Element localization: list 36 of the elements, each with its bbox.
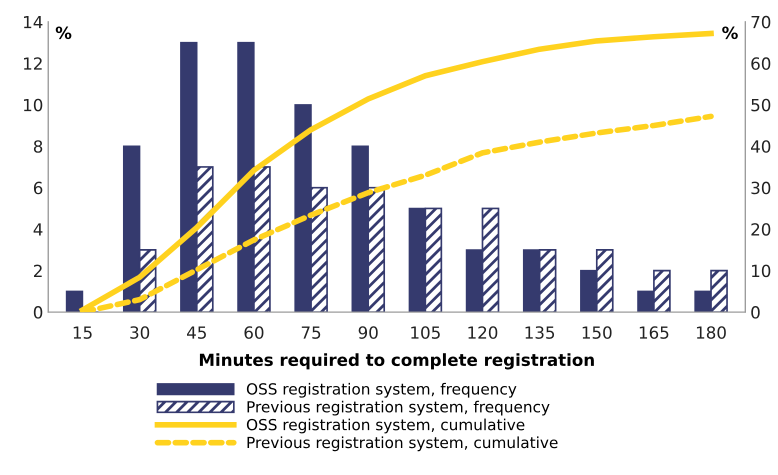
x-tick-label: 75 [302, 326, 320, 339]
y2-tick-label: 70 [752, 16, 770, 28]
y2-tick-label: 20 [751, 223, 770, 236]
y2-tick-label: 0 [751, 306, 760, 319]
y-tick-label: 10 [24, 98, 42, 112]
x-tick-label: 180 [696, 326, 726, 339]
x-tick-label: 15 [74, 326, 92, 339]
y2-tick-label: 50 [751, 98, 770, 112]
y-tick-label: 2 [34, 264, 42, 277]
y2-tick-label: 60 [751, 57, 770, 70]
y-tick-label: 0 [34, 306, 42, 319]
y-tick-label: 6 [34, 182, 42, 194]
y2-tick-label: 40 [751, 140, 770, 153]
legend-label: Previous registration system, cumulative [248, 436, 558, 452]
y-axis-title: % [56, 26, 72, 40]
x-axis-title: Minutes required to complete registration [200, 353, 594, 370]
y2-tick-label: 30 [751, 182, 770, 194]
y2-tick-label: 10 [752, 264, 770, 278]
x-tick-label: 120 [468, 326, 498, 339]
y2-axis-title: % [722, 26, 738, 40]
x-tick-label: 45 [187, 326, 206, 339]
legend-label: OSS registration system, frequency [246, 382, 516, 398]
y-tick-label: 8 [34, 140, 42, 153]
y-tick-label: 12 [24, 57, 42, 70]
legend-label: Previous registration system, frequency [248, 400, 550, 416]
x-tick-label: 105 [411, 326, 440, 339]
x-tick-label: 165 [640, 326, 668, 339]
y-tick-label: 4 [34, 223, 42, 236]
x-tick-label: 30 [130, 326, 150, 339]
bar [66, 290, 84, 312]
y-tick-label: 14 [24, 16, 42, 28]
x-tick-label: 135 [526, 326, 554, 339]
x-tick-label: 60 [244, 326, 264, 339]
x-tick-label: 150 [582, 326, 612, 339]
legend-label: OSS registration system, cumulative [246, 418, 524, 434]
x-tick-label: 90 [358, 326, 378, 339]
